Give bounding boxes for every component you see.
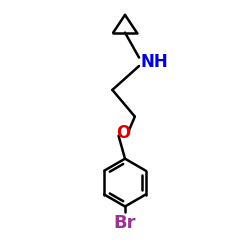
Text: Br: Br: [114, 214, 136, 232]
Text: O: O: [116, 124, 131, 142]
Text: NH: NH: [140, 53, 168, 71]
